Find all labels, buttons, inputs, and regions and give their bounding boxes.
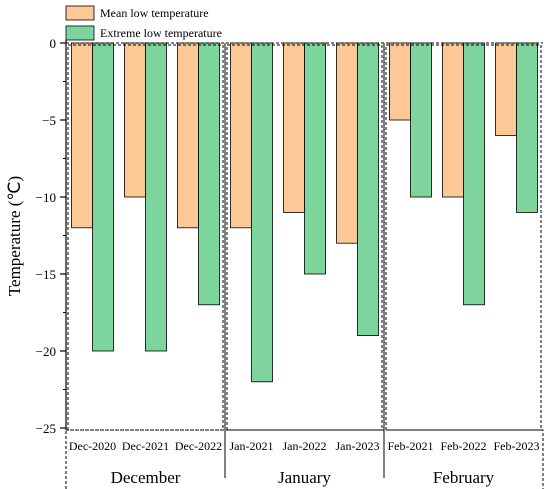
legend-label-extreme: Extreme low temperature bbox=[100, 26, 222, 40]
bar-mean-jan-2021 bbox=[230, 42, 252, 229]
legend: Mean low temperature Extreme low temperat… bbox=[65, 5, 222, 41]
group-label-december: December bbox=[111, 468, 181, 487]
x-category-label: Jan-2021 bbox=[230, 439, 274, 453]
bar-extreme-jan-2023 bbox=[357, 42, 379, 337]
group-label-february: February bbox=[433, 468, 495, 487]
y-tick-label: −10 bbox=[36, 190, 56, 205]
legend-swatch-mean bbox=[65, 5, 95, 21]
bar-extreme-dec-2021 bbox=[145, 42, 167, 352]
bar-extreme-dec-2020 bbox=[92, 42, 114, 352]
x-category-label: Dec-2022 bbox=[175, 439, 222, 453]
group-frame-december bbox=[67, 44, 224, 431]
bar-mean-feb-2021 bbox=[389, 42, 411, 121]
x-category-label: Feb-2023 bbox=[494, 439, 540, 453]
y-tick-label: 0 bbox=[50, 36, 57, 51]
group-label-january: January bbox=[278, 468, 331, 487]
x-category-label: Dec-2020 bbox=[69, 439, 116, 453]
y-axis-label: Temperature (℃) bbox=[5, 176, 24, 296]
x-category-label: Jan-2023 bbox=[336, 439, 380, 453]
bar-mean-dec-2020 bbox=[71, 42, 93, 229]
bar-extreme-jan-2022 bbox=[304, 42, 326, 275]
x-axis-label-frame bbox=[65, 429, 544, 489]
y-tick-label: −15 bbox=[36, 267, 56, 282]
bar-mean-jan-2023 bbox=[336, 42, 358, 244]
legend-label-mean: Mean low temperature bbox=[100, 6, 209, 20]
group-frame-january bbox=[226, 44, 383, 431]
x-category-label: Jan-2022 bbox=[283, 439, 327, 453]
y-tick-label: −20 bbox=[36, 344, 56, 359]
axes-layer: 0 −5 −10 −15 −20 −25 Dec-2020 Dec-2021 Dec-2022 J… bbox=[36, 36, 540, 487]
bar-extreme-feb-2023 bbox=[516, 42, 538, 213]
bar-extreme-feb-2021 bbox=[410, 42, 432, 198]
bars-layer bbox=[71, 42, 538, 383]
y-tick-label: −5 bbox=[42, 113, 56, 128]
bar-mean-feb-2023 bbox=[495, 42, 517, 136]
x-category-label: Feb-2021 bbox=[388, 439, 434, 453]
x-category-label: Feb-2022 bbox=[441, 439, 487, 453]
y-tick-label: −25 bbox=[36, 421, 56, 436]
bar-mean-feb-2022 bbox=[442, 42, 464, 198]
bar-extreme-feb-2022 bbox=[463, 42, 485, 306]
bar-mean-jan-2022 bbox=[283, 42, 305, 213]
bar-mean-dec-2022 bbox=[177, 42, 199, 229]
legend-swatch-extreme bbox=[65, 25, 95, 41]
x-category-label: Dec-2021 bbox=[122, 439, 169, 453]
bar-extreme-dec-2022 bbox=[198, 42, 220, 306]
group-frames-layer bbox=[65, 42, 544, 489]
bar-mean-dec-2021 bbox=[124, 42, 146, 198]
bar-extreme-jan-2021 bbox=[251, 42, 273, 383]
